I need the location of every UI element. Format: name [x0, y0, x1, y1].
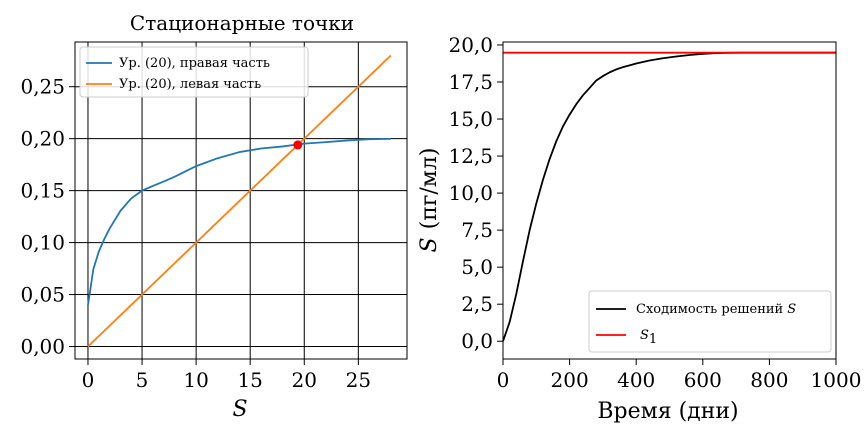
- chart1-x-tick-label: 10: [183, 368, 208, 392]
- chart2-y-tick-label: 12,5: [448, 144, 493, 168]
- chart1-series-group: [87, 54, 392, 348]
- chart2-y-tick-label: 5,0: [461, 255, 493, 279]
- chart2-y-axis-unit: (пг/мл): [417, 148, 442, 230]
- chart2-plot-frame: [502, 41, 837, 360]
- chart1-legend: Ур. (20), правая часть Ур. (20), левая ч…: [79, 46, 309, 98]
- chart1-series-line-1: [87, 54, 392, 348]
- chart1-x-tick-label: 5: [136, 368, 149, 392]
- chart1-y-tick-label: 0,05: [20, 283, 65, 307]
- chart2-x-tick-label: 800: [750, 368, 788, 392]
- chart2-y-tick-label: 0,0: [461, 329, 493, 353]
- svg-text:S(пг/мл): S (пг/мл): [417, 148, 442, 253]
- chart1-legend-box: [79, 46, 309, 98]
- chart1-x-axis-label: S: [232, 397, 247, 422]
- chart-stationary-points: Стационарные точки 0 5 10 15 20 25 0,000,050,…: [20, 11, 408, 422]
- chart2-y-tick-label: 15,0: [448, 107, 493, 131]
- chart2-series-group: [502, 51, 836, 342]
- chart2-x-tick-label: 200: [551, 368, 589, 392]
- chart1-x-tick-label: 15: [237, 368, 262, 392]
- chart2-y-ticks: 0,0 2,5 5,0 7,5 10,0 12,5 15,0 17,5 20,0: [448, 33, 503, 353]
- chart1-intersection-point: [293, 140, 303, 150]
- chart1-plot-frame: [74, 41, 408, 360]
- chart1-y-ticks: 0,00 0,05 0,10 0,15 0,20 0,25: [20, 75, 75, 359]
- chart1-y-tick-label: 0,15: [20, 179, 65, 203]
- chart1-legend-label-left-part: Ур. (20), левая часть: [119, 77, 261, 92]
- chart2-y-axis-symbol: S: [417, 237, 442, 252]
- chart1-x-ticks: 0 5 10 15 20 25: [82, 359, 371, 392]
- chart2-y-tick-label: 7,5: [461, 218, 493, 242]
- chart1-x-tick-label: 20: [292, 368, 317, 392]
- chart-convergence: 0 200 400 600 800 1000 0,0 2,5 5,0 7,5 10,0 12,5 15…: [417, 33, 861, 424]
- chart2-x-axis-label: Время (дни): [597, 399, 738, 424]
- chart2-legend: Сходимость решений S S1: [588, 290, 832, 353]
- chart1-y-tick-label: 0,25: [20, 75, 65, 99]
- chart2-legend-label-s1: S1: [640, 328, 657, 347]
- chart1-x-tick-label: 0: [82, 368, 95, 392]
- chart2-x-tick-label: 0: [497, 368, 510, 392]
- chart2-y-tick-label: 10,0: [448, 181, 493, 205]
- chart1-title: Стационарные точки: [130, 11, 354, 35]
- chart1-y-tick-label: 0,20: [20, 127, 65, 151]
- chart2-x-tick-label: 1000: [811, 368, 862, 392]
- chart2-y-tick-label: 2,5: [461, 292, 493, 316]
- chart1-y-tick-label: 0,00: [20, 335, 65, 359]
- chart1-x-tick-label: 25: [346, 368, 371, 392]
- chart1-y-tick-label: 0,10: [20, 231, 65, 255]
- chart2-legend-label-convergence: Сходимость решений S: [636, 302, 796, 317]
- chart2-x-tick-label: 600: [684, 368, 722, 392]
- chart1-series-line-0: [87, 137, 391, 306]
- chart1-points-group: [293, 140, 303, 150]
- chart2-x-tick-label: 400: [617, 368, 655, 392]
- chart2-y-tick-label: 20,0: [448, 33, 493, 57]
- chart2-x-ticks: 0 200 400 600 800 1000: [497, 359, 862, 392]
- chart2-legend-box: [588, 290, 832, 353]
- chart1-legend-label-right-part: Ур. (20), правая часть: [119, 56, 270, 71]
- chart2-y-tick-label: 17,5: [448, 70, 493, 94]
- chart2-y-axis-label: S (пг/мл): [417, 148, 442, 253]
